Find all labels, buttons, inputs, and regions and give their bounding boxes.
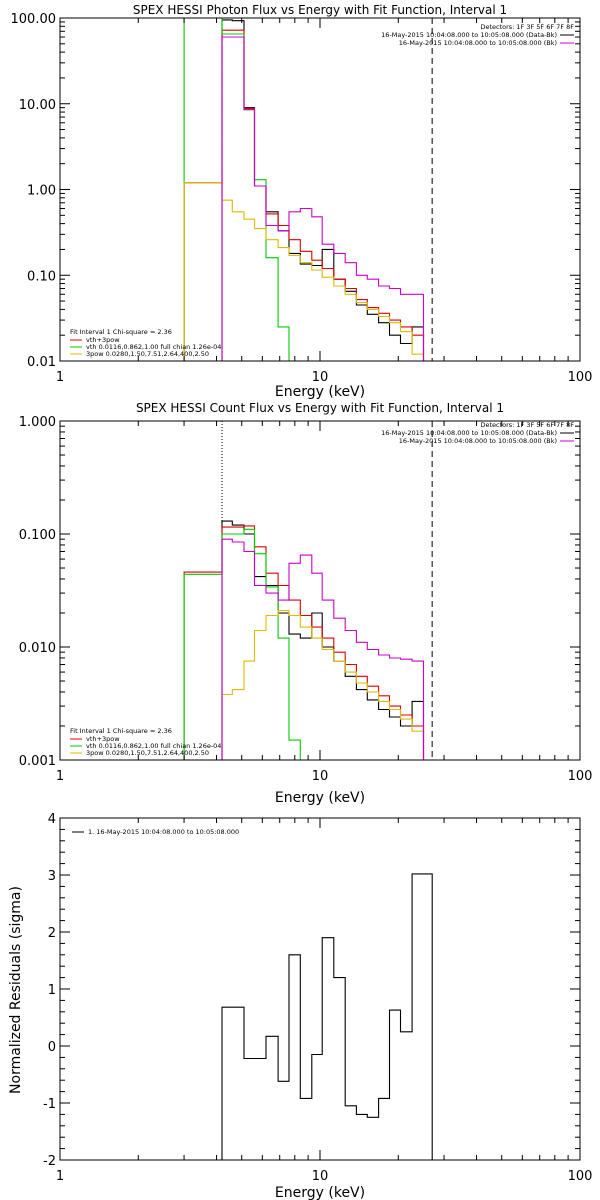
legend-entry: vth+3pow (86, 735, 120, 743)
y-tick-label: 3 (48, 869, 56, 884)
y-axis-label: Normalized Residuals (sigma) (8, 886, 24, 1094)
x-tick-label: 10 (312, 769, 329, 784)
chart-title: SPEX HESSI Photon Flux vs Energy with Fi… (133, 3, 507, 17)
y-tick-label: 1.000 (19, 415, 56, 430)
plot-frame (59, 420, 581, 761)
axis-ticks: 1 10 100 -2 -1 0 1 2 3 4 (43, 812, 592, 1184)
x-axis-label: Energy (keV) (275, 384, 365, 400)
legend-entry: 3pow 0.0280,1.50,7.51,2.64,400,2.50 (86, 350, 209, 358)
y-tick-label: 1 (48, 983, 56, 998)
series-line (221, 538, 425, 760)
legend-header: Detectors: 1F 3F 5F 6F 7F 8F (480, 421, 574, 429)
y-tick-label: 0.010 (19, 641, 56, 656)
y-tick-label: 1.00 (27, 184, 56, 199)
y-tick-label: 4 (48, 812, 56, 827)
legend-left: Fit Interval 1 Chi-square = 2.36 vth+3po… (70, 328, 221, 358)
y-tick-label: 0 (48, 1040, 56, 1055)
plot-area (221, 873, 433, 1160)
legend-header: Fit Interval 1 Chi-square = 2.36 (70, 328, 172, 336)
y-tick-label: -1 (43, 1097, 56, 1112)
x-tick-label: 100 (568, 1169, 593, 1184)
legend-entry: 16-May-2015 10:04:08.000 to 10:05:08.000… (381, 31, 557, 39)
y-tick-label: 0.100 (19, 528, 56, 543)
plot-frame (59, 17, 581, 362)
legend-entry: 16-May-2015 10:04:08.000 to 10:05:08.000… (381, 429, 557, 437)
count-flux-panel: SPEX HESSI Count Flux vs Energy with Fit… (19, 401, 593, 806)
x-tick-label: 10 (312, 370, 329, 385)
legend-entry: 16-May-2015 10:04:08.000 to 10:05:08.000… (399, 39, 557, 47)
series-line (183, 182, 425, 361)
legend-header: Fit Interval 1 Chi-square = 2.36 (70, 727, 172, 735)
legend-left: 1. 16-May-2015 10:04:08.000 to 10:05:08.… (72, 828, 239, 836)
series-line (221, 36, 425, 361)
x-axis-label: Energy (keV) (275, 790, 365, 806)
legend-right: Detectors: 1F 3F 5F 6F 7F 8F 16-May-2015… (381, 23, 574, 47)
series-line (183, 528, 301, 760)
x-tick-label: 1 (56, 370, 64, 385)
legend-entry: 16-May-2015 10:04:08.000 to 10:05:08.000… (399, 437, 557, 445)
series-line (183, 525, 425, 760)
legend-entry: 1. 16-May-2015 10:04:08.000 to 10:05:08.… (88, 828, 239, 836)
series-line (221, 873, 433, 1160)
residuals-panel: 1 10 100 -2 -1 0 1 2 3 4 1. 16-May-2015 10:04:08.… (8, 812, 592, 1200)
legend-entry: vth+3pow (86, 336, 120, 344)
y-tick-label: 0.10 (27, 269, 56, 284)
y-tick-label: 100.00 (11, 12, 57, 27)
legend-left: Fit Interval 1 Chi-square = 2.36 vth+3po… (70, 727, 221, 757)
y-tick-label: 2 (48, 926, 56, 941)
y-tick-label: 10.00 (19, 98, 56, 113)
y-tick-label: 0.001 (19, 754, 56, 769)
legend-entry: vth 0.0116,0.862,1.00 full chian 1.26e-0… (86, 343, 221, 351)
x-tick-label: 100 (568, 370, 593, 385)
legend-entry: 3pow 0.0280,1.50,7.51,2.64,400,2.50 (86, 749, 209, 757)
x-tick-label: 1 (56, 769, 64, 784)
y-tick-label: -2 (43, 1154, 56, 1169)
chart-title: SPEX HESSI Count Flux vs Energy with Fit… (136, 401, 504, 415)
plot-area (183, 18, 433, 361)
x-tick-label: 100 (568, 769, 593, 784)
series-line (183, 18, 290, 361)
legend-header: Detectors: 1F 3F 5F 6F 7F 8F (480, 23, 574, 31)
legend-entry: vth 0.0116,0.862,1.00 full chian 1.26e-0… (86, 742, 221, 750)
x-tick-label: 1 (56, 1169, 64, 1184)
legend-right: Detectors: 1F 3F 5F 6F 7F 8F 16-May-2015… (381, 421, 574, 445)
plot-area (183, 421, 433, 760)
photon-flux-panel: SPEX HESSI Photon Flux vs Energy with Fi… (11, 3, 593, 400)
series-line (221, 610, 425, 760)
x-axis-label: Energy (keV) (275, 1185, 365, 1200)
y-tick-label: 0.01 (27, 355, 56, 370)
x-tick-label: 10 (312, 1169, 329, 1184)
plot-frame (59, 817, 581, 1161)
